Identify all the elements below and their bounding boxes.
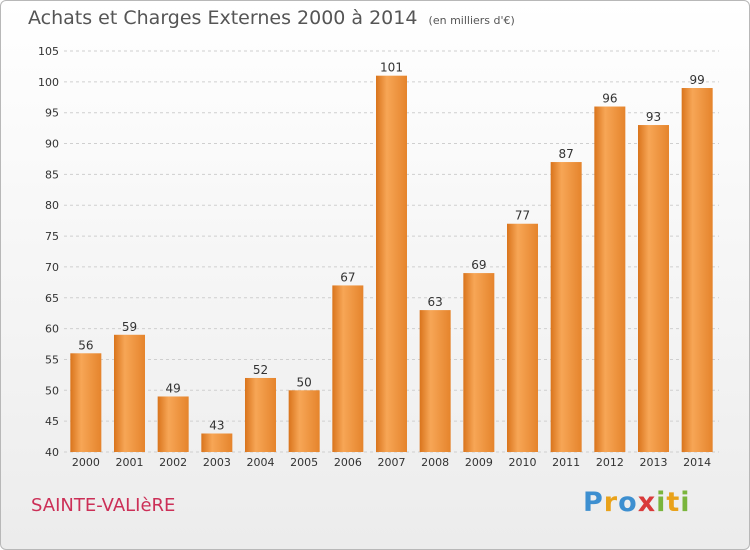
y-tick-label: 85 bbox=[45, 168, 59, 181]
chart-subtitle: (en milliers d'€) bbox=[428, 14, 515, 27]
bars bbox=[70, 75, 713, 453]
data-label: 59 bbox=[122, 320, 137, 334]
data-label: 67 bbox=[340, 270, 355, 284]
x-tick-label: 2011 bbox=[552, 456, 580, 469]
y-tick-label: 70 bbox=[45, 261, 59, 274]
bar-2010 bbox=[507, 223, 538, 452]
data-label: 101 bbox=[380, 61, 403, 75]
y-tick-label: 80 bbox=[45, 199, 59, 212]
x-tick-label: 2006 bbox=[334, 456, 362, 469]
bar-2000 bbox=[70, 353, 102, 452]
y-tick-label: 100 bbox=[38, 76, 59, 89]
bar-2001 bbox=[114, 334, 145, 452]
bar-2012 bbox=[594, 106, 626, 453]
x-tick-label: 2007 bbox=[378, 456, 406, 469]
bar-2006 bbox=[332, 285, 364, 452]
x-tick-label: 2004 bbox=[247, 456, 275, 469]
x-tick-label: 2012 bbox=[596, 456, 624, 469]
bar-2014 bbox=[681, 88, 713, 452]
title-row: Achats et Charges Externes 2000 à 2014 (… bbox=[28, 7, 515, 29]
bar-2003 bbox=[201, 433, 233, 452]
data-label: 56 bbox=[78, 338, 93, 352]
data-label: 50 bbox=[297, 375, 312, 389]
y-tick-label: 55 bbox=[45, 353, 59, 366]
y-tick-label: 60 bbox=[45, 323, 59, 336]
x-tick-label: 2008 bbox=[421, 456, 449, 469]
logo-letter: i bbox=[656, 487, 667, 518]
bar-2007 bbox=[376, 75, 407, 452]
x-tick-label: 2013 bbox=[640, 456, 668, 469]
data-label: 93 bbox=[646, 110, 661, 124]
logo-letter: P bbox=[583, 487, 604, 518]
bar-2002 bbox=[157, 396, 189, 452]
x-axis-ticks: 2000 2001 2002 2003 2004 2005 2006 2007 2008 2009… bbox=[72, 456, 711, 469]
logo-letter: t bbox=[666, 487, 681, 518]
bar-2008 bbox=[419, 310, 451, 452]
data-label: 69 bbox=[471, 258, 486, 272]
data-label: 52 bbox=[253, 363, 268, 377]
y-axis-ticks: 40 45 50 55 60 65 70 75 80 85 90 95 100 105 bbox=[38, 45, 59, 459]
y-tick-label: 95 bbox=[45, 107, 59, 120]
logo-letter: i bbox=[680, 487, 691, 518]
x-tick-label: 2009 bbox=[465, 456, 493, 469]
y-tick-label: 45 bbox=[45, 415, 59, 428]
data-label: 99 bbox=[690, 73, 705, 87]
x-tick-label: 2001 bbox=[116, 456, 144, 469]
chart-title: Achats et Charges Externes 2000 à 2014 bbox=[28, 7, 418, 29]
data-label: 77 bbox=[515, 209, 530, 223]
x-tick-label: 2003 bbox=[203, 456, 231, 469]
data-label: 43 bbox=[209, 418, 224, 432]
logo-letter: o bbox=[618, 487, 638, 518]
data-label: 49 bbox=[166, 381, 181, 395]
bar-2011 bbox=[550, 162, 582, 453]
data-label: 96 bbox=[602, 92, 617, 106]
place-name: SAINTE-VALIèRE bbox=[31, 495, 176, 516]
bar-2005 bbox=[288, 390, 320, 452]
data-labels: 56 59 49 43 52 50 67 101 63 69 77 87 96 93 99 bbox=[78, 61, 705, 433]
proxiti-logo[interactable]: Proxiti bbox=[583, 487, 691, 518]
y-tick-label: 90 bbox=[45, 138, 59, 151]
x-tick-label: 2014 bbox=[683, 456, 711, 469]
data-label: 87 bbox=[559, 147, 574, 161]
y-tick-label: 65 bbox=[45, 292, 59, 305]
x-tick-label: 2002 bbox=[159, 456, 187, 469]
x-tick-label: 2005 bbox=[290, 456, 318, 469]
y-tick-label: 40 bbox=[45, 446, 59, 459]
logo-letter: r bbox=[603, 487, 619, 518]
logo-letter: x bbox=[637, 487, 657, 518]
x-tick-label: 2000 bbox=[72, 456, 100, 469]
bar-2004 bbox=[245, 377, 276, 452]
x-tick-label: 2010 bbox=[509, 456, 537, 469]
bar-2009 bbox=[463, 273, 495, 452]
y-tick-label: 105 bbox=[38, 45, 59, 58]
data-label: 63 bbox=[428, 295, 443, 309]
bar-2013 bbox=[638, 125, 669, 453]
y-tick-label: 75 bbox=[45, 230, 59, 243]
y-tick-label: 50 bbox=[45, 384, 59, 397]
